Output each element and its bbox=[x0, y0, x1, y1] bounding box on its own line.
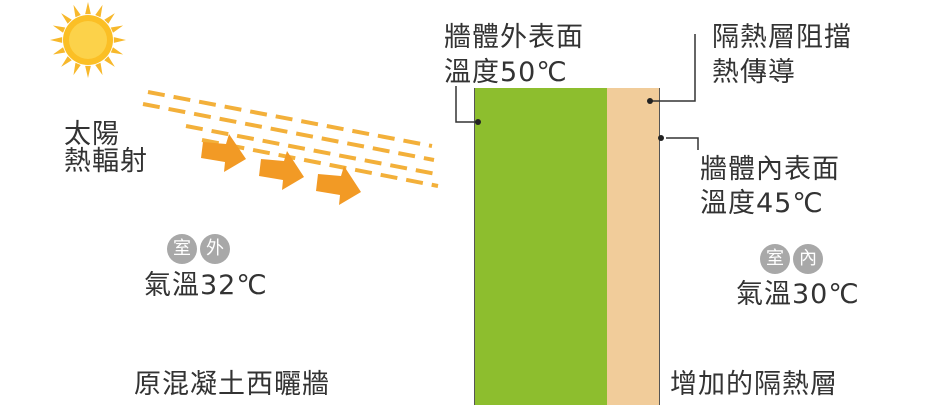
sun-ray bbox=[52, 25, 66, 33]
outer-surface-label-1: 牆體外表面 bbox=[444, 22, 584, 53]
heat-arrows bbox=[201, 134, 361, 205]
indoor-badge-char-2: 內 bbox=[793, 244, 823, 274]
sun-ray bbox=[61, 56, 72, 67]
outdoor-badge: 室 外 bbox=[167, 234, 230, 264]
outer-surface-label-2: 溫度50℃ bbox=[444, 57, 568, 88]
arrow-right-icon bbox=[201, 134, 246, 172]
insulation-block-label-1: 隔熱層阻擋 bbox=[712, 22, 852, 53]
sun-radiation-label-2: 熱輻射 bbox=[64, 146, 148, 177]
sun-radiation-label-1: 太陽 bbox=[64, 119, 120, 150]
radiation-dashes bbox=[142, 90, 439, 188]
insulation-layer bbox=[607, 88, 660, 405]
insulation-marker bbox=[647, 98, 653, 104]
sun-ray bbox=[73, 62, 81, 76]
concrete-wall bbox=[474, 88, 607, 405]
sun-ray bbox=[95, 62, 103, 76]
insulation-block-label-2: 熱傳導 bbox=[712, 57, 796, 88]
sun-ray bbox=[110, 47, 124, 55]
sun-ray bbox=[61, 13, 72, 24]
sun-icon bbox=[50, 2, 126, 78]
leader-lines bbox=[455, 34, 699, 150]
sun-ray bbox=[104, 13, 115, 24]
sun-ray bbox=[104, 56, 115, 67]
sun-ray bbox=[85, 65, 91, 78]
outdoor-badge-char-1: 室 bbox=[167, 234, 197, 264]
sun-ray bbox=[50, 37, 63, 43]
outdoor-temperature: 氣溫32℃ bbox=[144, 270, 268, 301]
inner-surface-label-1: 牆體內表面 bbox=[700, 154, 840, 185]
outdoor-badge-char-2: 外 bbox=[200, 234, 230, 264]
arrow-right-icon bbox=[316, 166, 361, 205]
indoor-temperature: 氣溫30℃ bbox=[736, 279, 860, 310]
sun-ray bbox=[95, 4, 103, 18]
sun-ray bbox=[73, 4, 81, 18]
sun-ray bbox=[110, 25, 124, 33]
sun-ray bbox=[113, 37, 126, 43]
added-insulation-label: 增加的隔熱層 bbox=[670, 369, 838, 400]
indoor-badge: 室 內 bbox=[760, 244, 823, 274]
arrow-right-icon bbox=[259, 151, 304, 190]
sun-ray bbox=[85, 2, 91, 15]
outer-surface-marker bbox=[475, 119, 481, 125]
original-wall-label: 原混凝土西曬牆 bbox=[134, 369, 330, 400]
inner-surface-marker bbox=[658, 135, 664, 141]
inner-surface-label-2: 溫度45℃ bbox=[700, 188, 824, 219]
indoor-badge-char-1: 室 bbox=[760, 244, 790, 274]
sun-ray bbox=[52, 47, 66, 55]
